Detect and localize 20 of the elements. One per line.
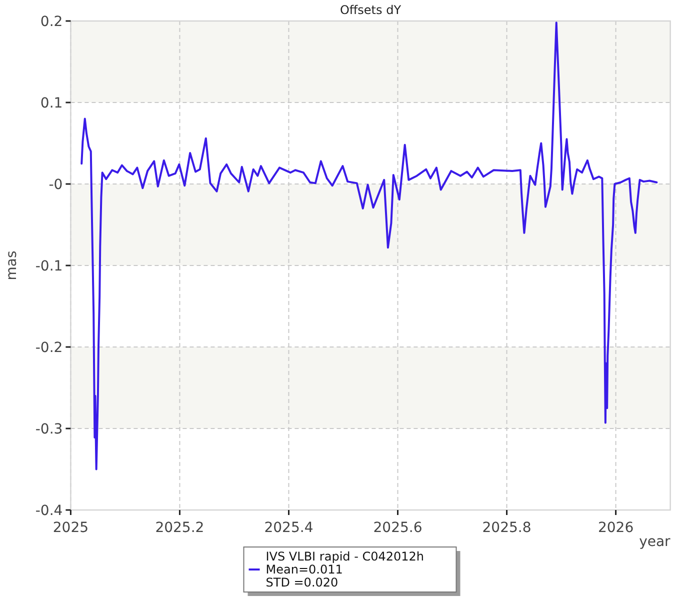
text: STD =0.020 xyxy=(266,576,338,590)
y-tick-label: 0.1 xyxy=(40,95,63,112)
y-tick-label: 0.2 xyxy=(40,14,63,30)
y-axis-title: mas xyxy=(4,250,20,280)
x-tick-label: 2025.2 xyxy=(155,520,204,536)
y-tick-label: -0.3 xyxy=(35,421,63,438)
y-tick-label: -0.2 xyxy=(35,340,63,356)
x-tick-label: 2025.6 xyxy=(373,520,422,536)
y-tick-label: -0.1 xyxy=(35,258,63,274)
line-series xyxy=(80,22,658,470)
y-tick-label: -0 xyxy=(48,176,63,193)
x-tick-label: 2026 xyxy=(598,520,634,536)
y-tick-label: -0.4 xyxy=(35,502,63,519)
text: Mean=0.011 xyxy=(266,562,343,577)
chart-title: Offsets dY xyxy=(340,3,402,17)
text: IVS VLBI rapid - C042012h xyxy=(266,550,424,564)
x-tick-label: 2025.8 xyxy=(482,520,532,536)
x-tick-label: 2025.4 xyxy=(264,520,314,536)
x-tick-label: 2025 xyxy=(52,520,89,536)
x-axis-title: year xyxy=(639,534,671,550)
